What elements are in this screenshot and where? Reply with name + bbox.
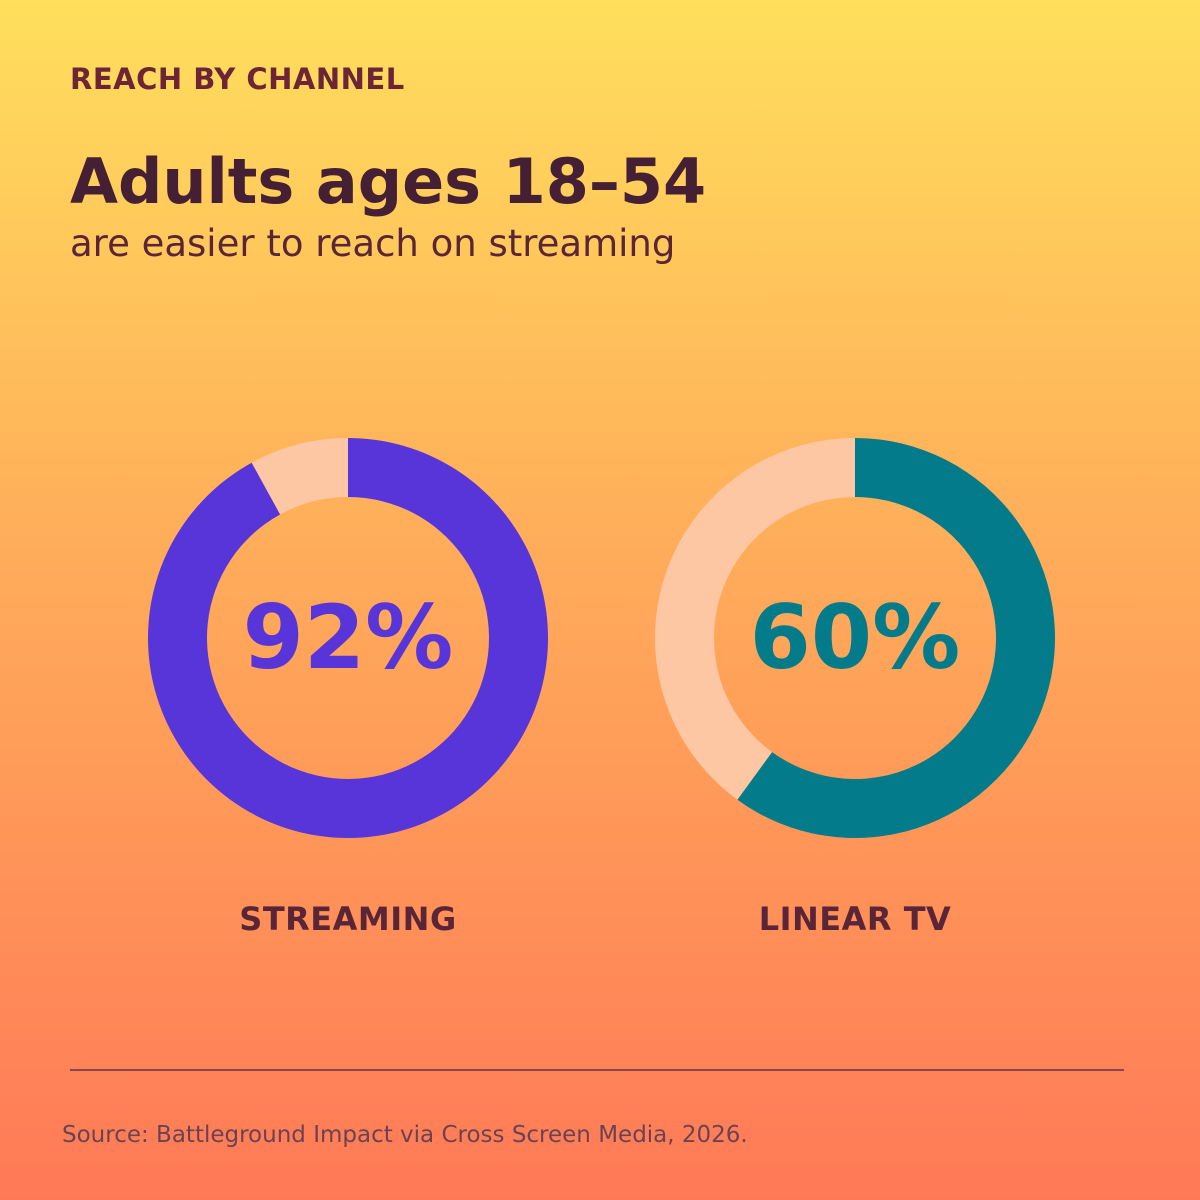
donut-percent-streaming: 92% bbox=[243, 586, 454, 689]
donut-label-streaming: STREAMING bbox=[239, 900, 456, 938]
eyebrow-label: REACH BY CHANNEL bbox=[70, 62, 405, 96]
chart-subtitle: are easier to reach on streaming bbox=[70, 222, 676, 265]
donut-value-linear-tv bbox=[737, 438, 1055, 839]
source-note: Source: Battleground Impact via Cross Sc… bbox=[62, 1122, 748, 1148]
donut-label-linear-tv: LINEAR TV bbox=[759, 900, 952, 938]
donut-percent-linear-tv: 60% bbox=[750, 586, 961, 689]
chart-title: Adults ages 18–54 bbox=[70, 145, 707, 218]
donut-remainder-linear-tv bbox=[655, 438, 855, 800]
donut-remainder-streaming bbox=[251, 438, 348, 515]
donut-value-streaming bbox=[147, 438, 548, 838]
footer-divider bbox=[70, 1069, 1124, 1071]
